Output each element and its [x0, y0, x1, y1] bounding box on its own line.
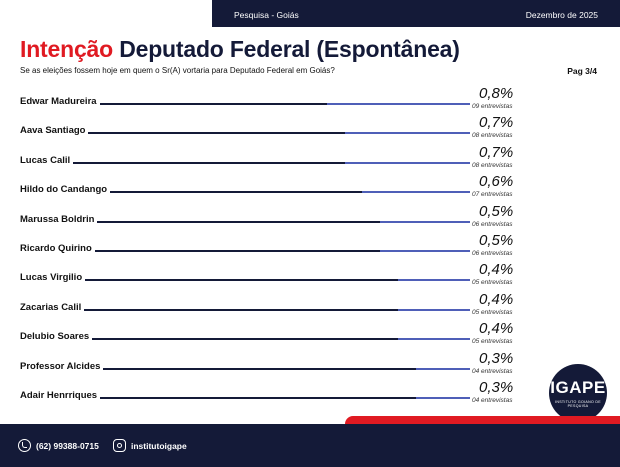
- chart-row: Lucas Calil 0,7% 08 entrevistas: [0, 143, 620, 175]
- candidate-name: Ricardo Quirino: [20, 243, 95, 254]
- candidate-name: Delubio Soares: [20, 331, 93, 343]
- bar: [327, 103, 470, 105]
- candidate-name: Zacarias Calil: [20, 301, 85, 313]
- value-label: 0,4%: [479, 320, 514, 338]
- bar: [398, 279, 470, 282]
- interview-count: 08 entrevistas: [472, 132, 513, 140]
- bar: [380, 220, 470, 223]
- chart-row: Lucas Virgilio 0,4% 05 entrevistas: [0, 261, 620, 292]
- footer-accent: [345, 416, 620, 426]
- interview-count: 06 entrevistas: [472, 220, 513, 228]
- chart-row: Aava Santiago 0,7% 08 entrevistas: [0, 114, 620, 145]
- footer-instagram[interactable]: institutoigape: [131, 441, 187, 451]
- candidate-name: Lucas Virgilio: [20, 272, 86, 284]
- bar: [362, 191, 470, 194]
- survey-date: Dezembro de 2025: [525, 10, 598, 20]
- footer-phone[interactable]: (62) 99388-0715: [36, 441, 99, 451]
- value-label: 0,3%: [479, 379, 514, 396]
- value-label: 0,7%: [479, 143, 514, 161]
- page-subtitle: Se as eleições fossem hoje em quem o Sr(…: [20, 66, 335, 75]
- bar: [345, 132, 470, 135]
- value-label: 0,7%: [479, 114, 514, 132]
- title-rest: Deputado Federal (Espontânea): [119, 36, 460, 62]
- candidate-name: Edwar Madureira: [20, 96, 100, 107]
- bar: [380, 250, 470, 252]
- value-label: 0,8%: [479, 85, 514, 102]
- chart-row: Zacarias Calil 0,4% 05 entrevistas: [0, 290, 620, 322]
- logo-subtext: INSTITUTO GOIANO DE PESQUISA: [555, 400, 601, 409]
- value-label: 0,4%: [479, 290, 514, 308]
- bar-track: [22, 279, 470, 282]
- top-bar: Pesquisa - Goiás Dezembro de 2025: [212, 0, 620, 27]
- bar-track: [22, 103, 470, 105]
- interview-count: 06 entrevistas: [472, 250, 513, 257]
- bar-track: [22, 220, 470, 223]
- chart-row: Adair Henrriques 0,3% 04 entrevistas: [0, 379, 620, 410]
- whatsapp-icon: [18, 439, 31, 452]
- value-label: 0,5%: [479, 202, 514, 220]
- interview-count: 04 entrevistas: [472, 397, 513, 404]
- bar-track: [22, 367, 470, 370]
- footer: (62) 99388-0715 institutoigape: [0, 424, 620, 467]
- chart-row: Ricardo Quirino 0,5% 06 entrevistas: [0, 232, 620, 263]
- candidate-name: Aava Santiago: [20, 125, 89, 137]
- bar: [345, 161, 470, 164]
- candidate-name: Professor Alcides: [20, 360, 104, 372]
- interview-count: 05 entrevistas: [472, 308, 513, 316]
- title-highlight: Intenção: [20, 36, 113, 62]
- interview-count: 08 entrevistas: [472, 161, 513, 169]
- survey-label: Pesquisa - Goiás: [234, 10, 299, 20]
- bar-track: [22, 338, 470, 341]
- bar-chart: Edwar Madureira 0,8% 09 entrevistas Aava Sa…: [0, 85, 620, 421]
- candidate-name: Lucas Calil: [20, 154, 74, 166]
- bar-track: [22, 161, 470, 164]
- value-label: 0,3%: [479, 349, 514, 367]
- interview-count: 04 entrevistas: [472, 367, 513, 375]
- interview-count: 05 entrevistas: [472, 338, 513, 346]
- interview-count: 09 entrevistas: [472, 103, 513, 110]
- bar-track: [22, 308, 470, 311]
- page-title: Intenção Deputado Federal (Espontânea): [20, 36, 460, 63]
- bar-track: [22, 397, 470, 399]
- value-label: 0,6%: [479, 173, 514, 191]
- bar-track: [22, 191, 470, 194]
- logo-mark: IGAPE: [550, 378, 606, 397]
- chart-row: Edwar Madureira 0,8% 09 entrevistas: [0, 85, 620, 116]
- value-label: 0,5%: [479, 232, 514, 249]
- bar-track: [22, 132, 470, 135]
- bar: [398, 338, 470, 341]
- chart-row: Marussa Boldrin 0,5% 06 entrevistas: [0, 202, 620, 234]
- chart-row: Professor Alcides 0,3% 04 entrevistas: [0, 349, 620, 381]
- igape-logo: IGAPE INSTITUTO GOIANO DE PESQUISA: [549, 364, 607, 422]
- bar: [398, 308, 470, 311]
- bar: [416, 367, 470, 370]
- candidate-name: Hildo do Candango: [20, 184, 111, 196]
- value-label: 0,4%: [479, 261, 514, 279]
- interview-count: 05 entrevistas: [472, 279, 513, 287]
- interview-count: 07 entrevistas: [472, 191, 513, 199]
- chart-row: Hildo do Candango 0,6% 07 entrevistas: [0, 173, 620, 204]
- instagram-icon: [113, 439, 126, 452]
- candidate-name: Adair Henrriques: [20, 390, 101, 401]
- candidate-name: Marussa Boldrin: [20, 213, 98, 225]
- bar: [416, 397, 470, 399]
- page-number: Pag 3/4: [567, 66, 597, 76]
- chart-row: Delubio Soares 0,4% 05 entrevistas: [0, 320, 620, 351]
- bar-track: [22, 250, 470, 252]
